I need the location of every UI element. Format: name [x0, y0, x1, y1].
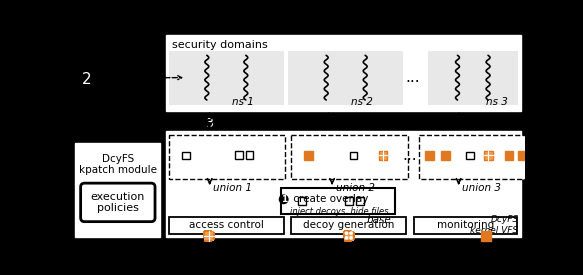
Bar [350, 152, 357, 159]
Bar [414, 217, 517, 234]
Text: DcyFS
kernel VFS: DcyFS kernel VFS [470, 215, 518, 235]
Bar [204, 230, 214, 241]
Bar [298, 197, 306, 205]
Bar [166, 35, 521, 111]
Circle shape [345, 237, 347, 239]
Bar [378, 151, 387, 160]
Bar [75, 143, 160, 237]
Text: ns 1: ns 1 [232, 97, 254, 107]
Text: decoy generation: decoy generation [303, 221, 395, 230]
Bar [428, 51, 518, 104]
Bar [484, 151, 493, 160]
Bar [292, 217, 406, 234]
Text: union 2: union 2 [336, 183, 375, 193]
Circle shape [350, 232, 352, 234]
Text: 3: 3 [205, 117, 213, 130]
Circle shape [279, 195, 288, 204]
Bar [304, 151, 312, 160]
Bar [518, 151, 526, 160]
Bar [169, 135, 285, 179]
Bar [166, 131, 521, 237]
Bar [466, 152, 473, 159]
Circle shape [350, 237, 352, 239]
Text: union 1: union 1 [213, 183, 252, 193]
Bar [169, 51, 284, 104]
Bar [245, 151, 254, 158]
Bar [481, 230, 491, 241]
Text: base: base [367, 216, 391, 225]
Bar [169, 217, 284, 234]
Text: security domains: security domains [172, 40, 268, 50]
Circle shape [345, 232, 347, 234]
Text: ...: ... [405, 70, 420, 85]
Bar [419, 135, 533, 179]
Bar [344, 230, 354, 241]
Bar [356, 197, 363, 205]
Bar [182, 152, 190, 159]
Text: union 3: union 3 [462, 183, 501, 193]
Bar [345, 197, 353, 205]
Text: access control: access control [189, 221, 264, 230]
Text: 1: 1 [280, 195, 287, 204]
Text: ns 2: ns 2 [352, 97, 373, 107]
Bar [289, 51, 403, 104]
Bar [441, 151, 450, 160]
Text: execution
policies: execution policies [90, 192, 145, 213]
Text: monitoring: monitoring [437, 221, 494, 230]
FancyBboxPatch shape [80, 183, 155, 222]
Text: DcyFS
kpatch module: DcyFS kpatch module [79, 154, 157, 175]
Text: inject decoys, hide files: inject decoys, hide files [290, 207, 388, 216]
Bar [292, 135, 408, 179]
Text: 2: 2 [82, 72, 92, 87]
Bar [280, 188, 395, 214]
Text: ...: ... [403, 148, 417, 163]
Bar [505, 151, 514, 160]
Text: create overlay: create overlay [290, 194, 368, 204]
Bar [235, 151, 243, 158]
Text: ns 3: ns 3 [486, 97, 508, 107]
Bar [425, 151, 434, 160]
